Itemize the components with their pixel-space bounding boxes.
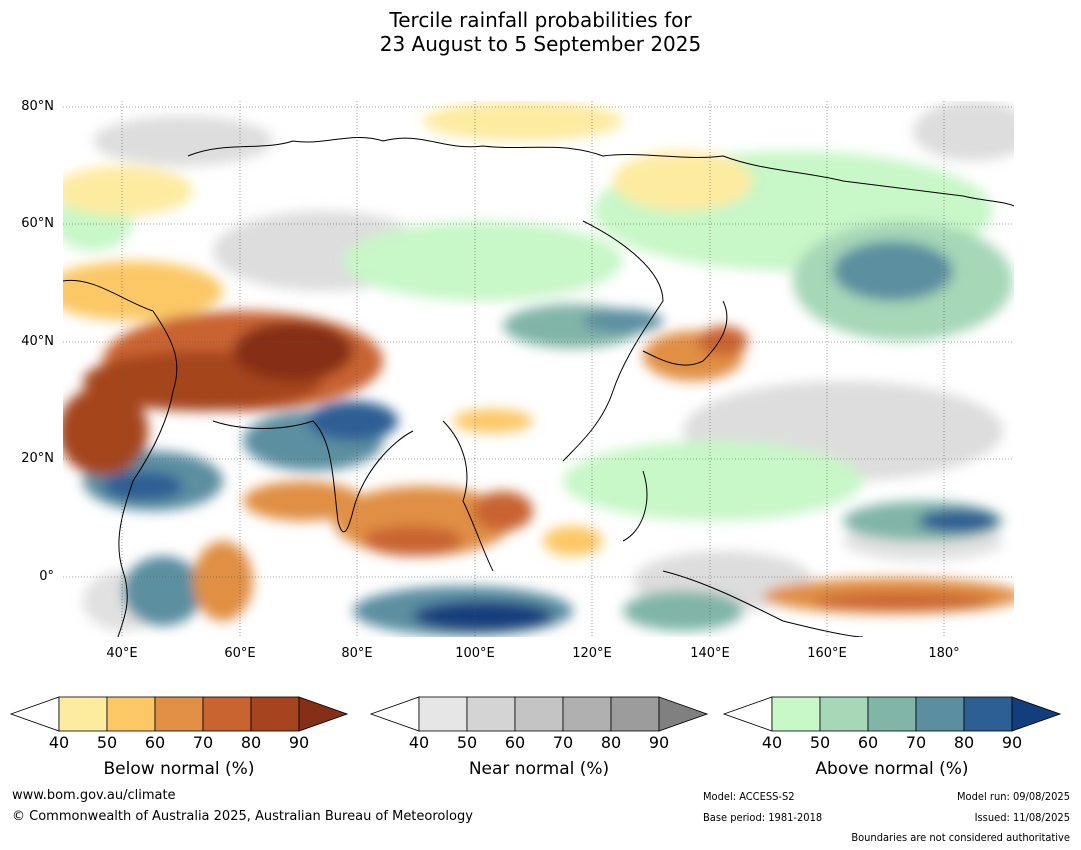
colorbar-tick-label: 50 <box>96 733 118 752</box>
base-period-text: Base period: 1981-2018 <box>703 811 823 824</box>
colorbar-segment <box>562 696 612 732</box>
colorbar-over-triangle <box>658 696 708 732</box>
colorbar-segment <box>250 696 300 732</box>
copyright-text: © Commonwealth of Australia 2025, Austra… <box>12 809 473 824</box>
coastlines <box>63 137 1014 637</box>
near-normal-colorbar <box>370 696 708 732</box>
colorbar-segment <box>154 696 204 732</box>
title-line-1: Tercile rainfall probabilities for <box>389 8 692 32</box>
rainfall-probability-map <box>63 101 1014 637</box>
lat-label-80n: 80°N <box>21 99 54 114</box>
colorbar-segment <box>963 696 1013 732</box>
colorbar-tick-label: 40 <box>48 733 70 752</box>
colorbar-tick-label: 40 <box>408 733 430 752</box>
issued-text: Issued: 11/08/2025 <box>974 811 1070 824</box>
colorbar-tick-label: 80 <box>240 733 262 752</box>
colorbar-segment <box>771 696 821 732</box>
colorbar-segment <box>58 696 108 732</box>
lat-label-0: 0° <box>39 569 54 584</box>
colorbar-under-triangle <box>370 696 420 732</box>
colorbar-over-triangle <box>1011 696 1061 732</box>
colorbar-under-triangle <box>10 696 60 732</box>
colorbar-segment <box>106 696 156 732</box>
colorbar-tick-label: 90 <box>288 733 310 752</box>
lon-label-140e: 140°E <box>690 646 730 661</box>
colorbar-segment <box>610 696 660 732</box>
colorbar-tick-label: 60 <box>504 733 526 752</box>
above-normal-colorbar <box>723 696 1061 732</box>
model-run-text: Model run: 09/08/2025 <box>957 790 1070 803</box>
lon-label-100e: 100°E <box>455 646 495 661</box>
lon-label-160e: 160°E <box>807 646 847 661</box>
above-normal-title: Above normal (%) <box>815 759 969 779</box>
lon-label-60e: 60°E <box>224 646 256 661</box>
lat-label-60n: 60°N <box>21 216 54 231</box>
lat-label-40n: 40°N <box>21 334 54 349</box>
colorbar-tick-label: 70 <box>905 733 927 752</box>
lon-label-80e: 80°E <box>341 646 373 661</box>
colorbar-tick-label: 60 <box>144 733 166 752</box>
below-normal-title: Below normal (%) <box>103 759 255 779</box>
colorbar-under-triangle <box>723 696 773 732</box>
colorbar-tick-label: 50 <box>456 733 478 752</box>
colorbar-segment <box>514 696 564 732</box>
colorbar-segment <box>915 696 965 732</box>
colorbar-segment <box>819 696 869 732</box>
colorbar-segment <box>418 696 468 732</box>
below-normal-colorbar <box>10 696 348 732</box>
lat-label-20n: 20°N <box>21 451 54 466</box>
colorbar-tick-label: 90 <box>648 733 670 752</box>
disclaimer-text: Boundaries are not considered authoritat… <box>851 831 1070 844</box>
lon-label-120e: 120°E <box>572 646 612 661</box>
map-canvas <box>63 101 1014 637</box>
model-text: Model: ACCESS-S2 <box>703 790 795 803</box>
colorbar-tick-label: 60 <box>857 733 879 752</box>
lon-label-40e: 40°E <box>106 646 138 661</box>
title-line-2: 23 August to 5 September 2025 <box>379 32 702 56</box>
lon-label-180: 180° <box>928 646 960 661</box>
colorbar-over-triangle <box>298 696 348 732</box>
colorbar-segment <box>466 696 516 732</box>
colorbar-segment <box>867 696 917 732</box>
website-link[interactable]: www.bom.gov.au/climate <box>12 788 176 803</box>
probability-fields <box>63 101 1014 636</box>
graticule <box>63 101 1014 637</box>
colorbar-segment <box>202 696 252 732</box>
colorbar-tick-label: 80 <box>600 733 622 752</box>
colorbar-tick-label: 70 <box>552 733 574 752</box>
colorbar-tick-label: 70 <box>192 733 214 752</box>
near-normal-title: Near normal (%) <box>468 759 610 779</box>
colorbar-tick-label: 90 <box>1001 733 1023 752</box>
colorbar-tick-label: 50 <box>809 733 831 752</box>
map-title: Tercile rainfall probabilities for 23 Au… <box>0 8 1081 56</box>
colorbar-tick-label: 80 <box>953 733 975 752</box>
colorbar-tick-label: 40 <box>761 733 783 752</box>
